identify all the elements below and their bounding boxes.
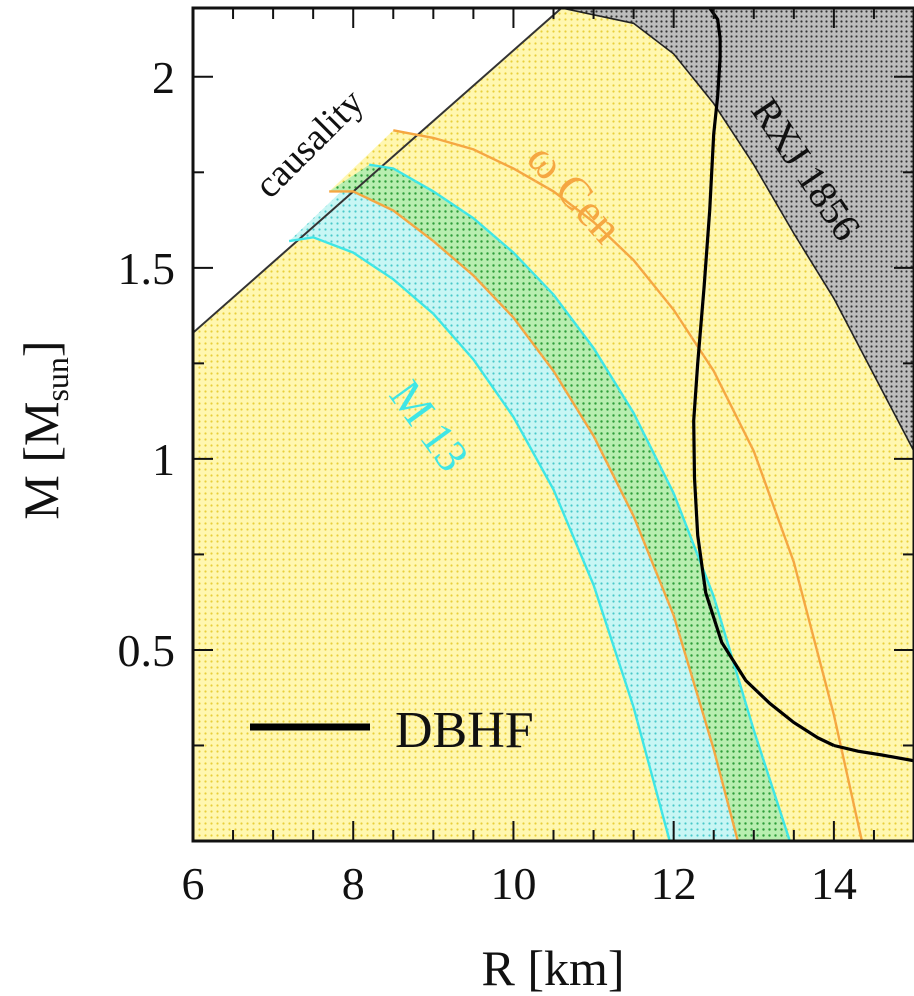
y-tick-label: 0.5 xyxy=(118,625,176,676)
x-tick-label: 6 xyxy=(182,858,205,909)
x-tick-label: 14 xyxy=(811,858,857,909)
x-tick-label: 10 xyxy=(490,858,536,909)
x-tick-label: 12 xyxy=(651,858,697,909)
y-tick-label: 1 xyxy=(152,434,175,485)
x-tick-label: 8 xyxy=(342,858,365,909)
m13-inner-line xyxy=(288,236,671,841)
omega-cen-outer-line xyxy=(393,129,864,841)
dbhf-series-line xyxy=(692,8,835,747)
m13-outer-line xyxy=(369,163,791,841)
y-tick-label: 2 xyxy=(152,52,175,103)
legend-label-dbhf: DBHF xyxy=(395,702,534,759)
omega-cen-inner-line xyxy=(329,190,739,841)
axis-ticks: 6 8 10 12 14 0.5 1 1.5 2 xyxy=(118,8,914,909)
plot-area xyxy=(193,8,914,841)
y-axis-label-main: M [M xyxy=(13,402,69,520)
y-axis-label-sub: sun xyxy=(39,357,75,401)
rxj-1856-boundary xyxy=(561,8,914,452)
dbhf-series-tail xyxy=(833,743,914,763)
y-axis-label-close: ] xyxy=(13,340,69,357)
causality-line xyxy=(193,8,563,334)
y-axis-label: M [Msun] xyxy=(13,340,75,519)
x-axis-label: R [km] xyxy=(481,940,624,996)
y-tick-label: 1.5 xyxy=(118,243,176,294)
m13-band xyxy=(289,164,790,841)
rxj-1856-region xyxy=(561,8,914,452)
overlap-band xyxy=(329,164,790,841)
